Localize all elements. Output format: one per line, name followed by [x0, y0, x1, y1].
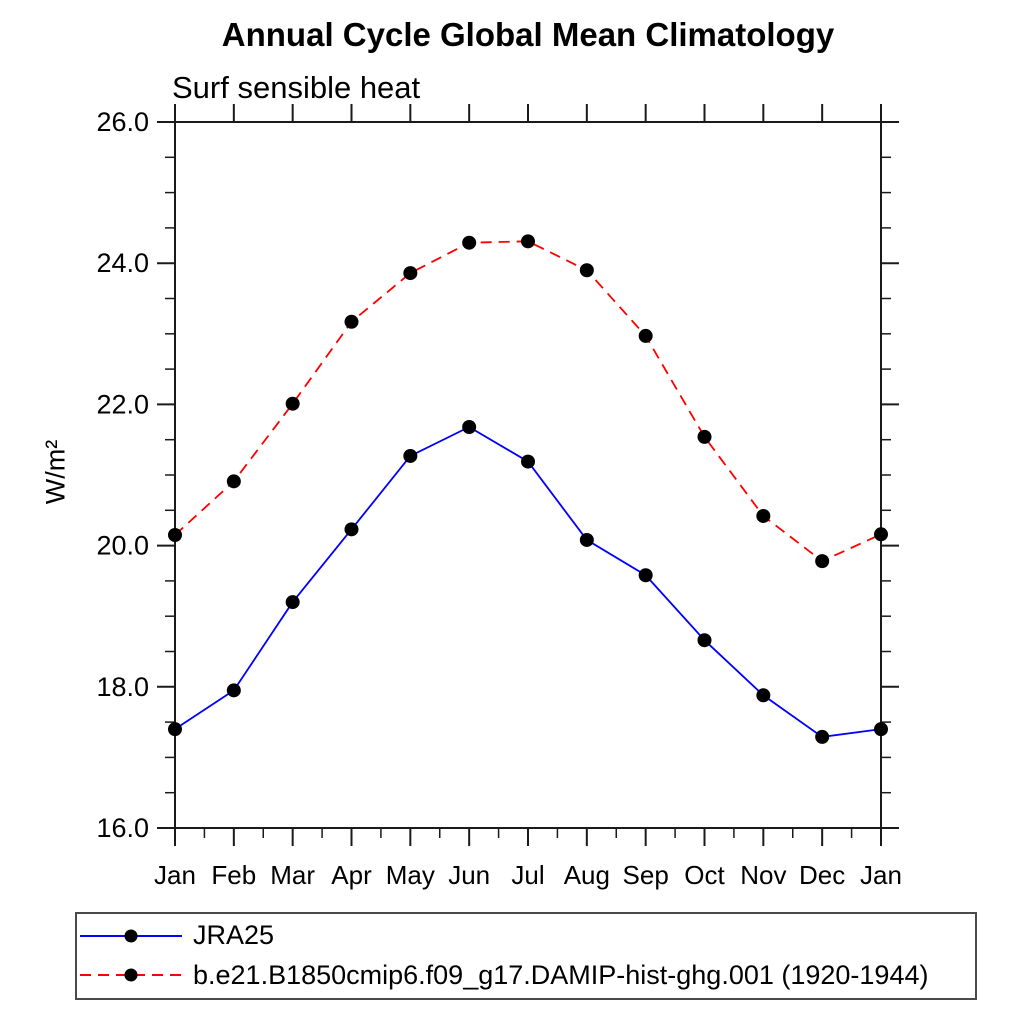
series-line: [174, 425, 882, 738]
data-point-marker: [874, 722, 888, 737]
data-point-marker: [638, 568, 653, 583]
x-tick-label: Jul: [511, 860, 544, 890]
plot-frame: [174, 121, 882, 829]
data-point-marker: [697, 633, 712, 648]
series-jra25: [168, 419, 888, 744]
y-tick-label: 24.0: [96, 248, 149, 278]
data-point-marker: [579, 532, 594, 547]
data-point-marker: [756, 688, 771, 703]
x-tick-label: Jan: [860, 860, 902, 890]
data-point-marker: [226, 474, 241, 489]
data-point-marker: [756, 508, 771, 523]
y-tick-label: 22.0: [96, 389, 149, 419]
x-tick-label: May: [386, 860, 435, 890]
data-point-marker: [403, 266, 418, 281]
y-axis-ticks: [157, 121, 899, 829]
x-tick-label: Oct: [684, 860, 725, 890]
x-tick-label: Sep: [623, 860, 669, 890]
data-point-marker: [462, 419, 477, 434]
legend-line-sample-solid: [80, 929, 182, 943]
data-point-marker: [462, 235, 477, 250]
data-point-marker: [168, 528, 182, 543]
y-tick-label: 20.0: [96, 531, 149, 561]
data-point-marker: [521, 454, 535, 469]
y-axis-labels: 16.0 18.0 20.0 22.0 24.0 26.0: [96, 107, 149, 843]
data-point-marker: [285, 595, 300, 610]
data-point-marker: [579, 263, 594, 278]
series-model: [168, 234, 888, 569]
x-tick-label: Jun: [448, 860, 490, 890]
x-tick-label: Dec: [799, 860, 845, 890]
data-point-marker: [638, 328, 653, 343]
legend-line-sample-dashed: [80, 968, 182, 982]
y-tick-label: 16.0: [96, 813, 149, 843]
y-tick-label: 18.0: [96, 672, 149, 702]
data-point-marker: [344, 314, 359, 329]
x-tick-label: Feb: [211, 860, 256, 890]
data-point-marker: [521, 234, 535, 249]
x-axis-labels: Jan Feb Mar Apr May Jun Jul Aug Sep Oct Nov Dec Jan: [154, 860, 902, 890]
data-point-marker: [344, 522, 359, 537]
legend-box: JRA25 b.e21.B1850cmip6.f09_g17.DAMIP-his…: [75, 912, 977, 1000]
chart-subtitle: Surf sensible heat: [172, 70, 421, 105]
x-tick-label: Nov: [740, 860, 786, 890]
legend-item-jra25: JRA25: [77, 916, 975, 956]
data-point-marker: [874, 527, 888, 542]
x-tick-label: Aug: [564, 860, 610, 890]
data-point-marker: [815, 554, 830, 569]
x-tick-label: Jan: [154, 860, 196, 890]
data-point-marker: [226, 683, 241, 698]
legend-label: b.e21.B1850cmip6.f09_g17.DAMIP-hist-ghg.…: [193, 959, 929, 990]
data-point-marker: [168, 722, 182, 737]
chart-title: Annual Cycle Global Mean Climatology: [221, 16, 835, 53]
legend-label: JRA25: [193, 920, 275, 951]
x-axis-ticks: [174, 104, 882, 846]
x-tick-label: Apr: [331, 860, 372, 890]
legend-item-model: b.e21.B1850cmip6.f09_g17.DAMIP-hist-ghg.…: [77, 956, 975, 996]
y-tick-label: 26.0: [96, 107, 149, 137]
data-point-marker: [285, 396, 300, 411]
data-point-marker: [697, 429, 712, 444]
x-tick-label: Mar: [270, 860, 315, 890]
series-line: [174, 240, 882, 563]
data-point-marker: [815, 729, 830, 744]
data-point-marker: [403, 448, 418, 463]
